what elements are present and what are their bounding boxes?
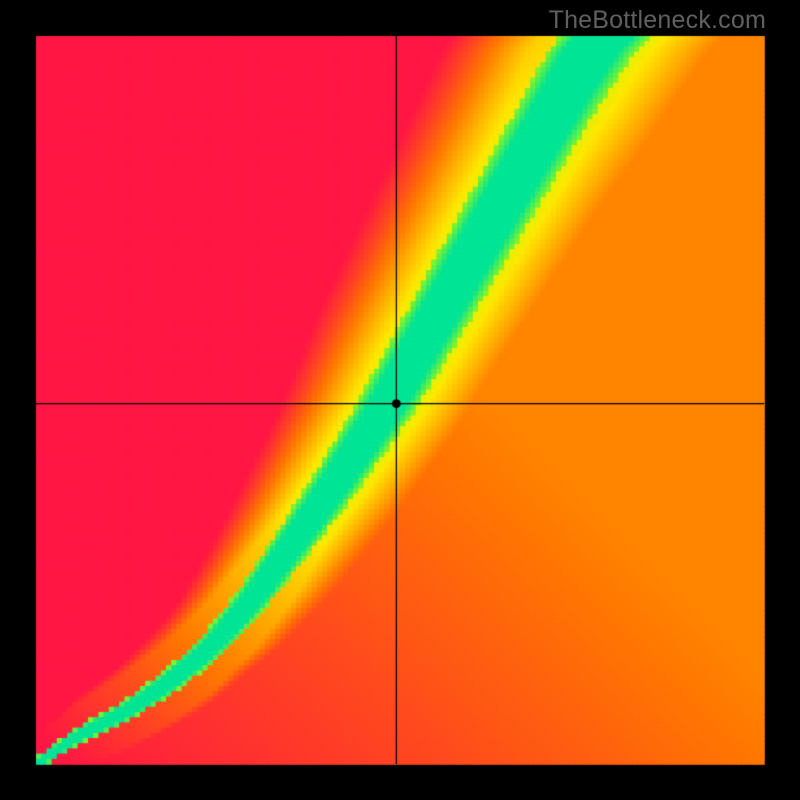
chart-container: TheBottleneck.com: [0, 0, 800, 800]
bottleneck-heatmap: [0, 0, 800, 800]
watermark-text: TheBottleneck.com: [549, 6, 766, 35]
